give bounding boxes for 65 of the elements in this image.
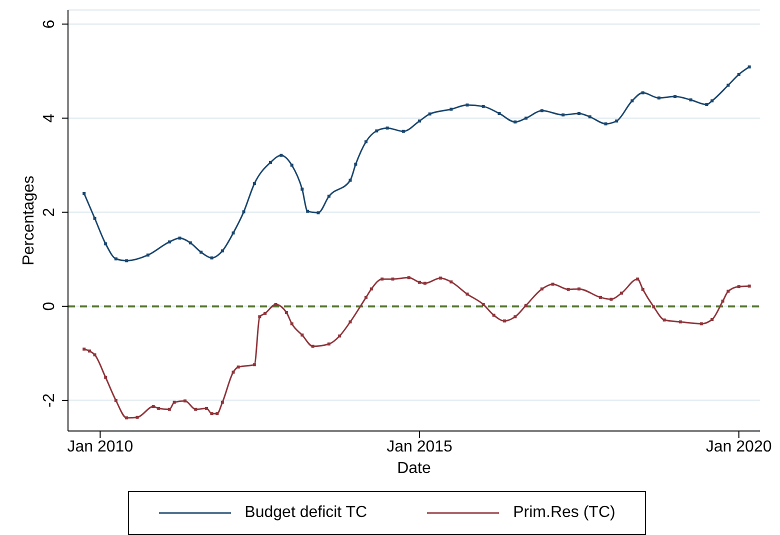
point <box>737 72 740 76</box>
point <box>418 120 422 123</box>
legend-label: Prim.Res (TC) <box>513 504 616 522</box>
point <box>280 154 283 157</box>
point <box>524 116 528 120</box>
x-tick-label: Jan 2015 <box>386 438 453 456</box>
point <box>93 216 96 220</box>
point <box>232 231 235 234</box>
y-tick-label: 6 <box>41 20 58 29</box>
point <box>300 188 304 191</box>
point <box>146 254 150 257</box>
point <box>82 192 86 195</box>
point <box>498 112 501 115</box>
point <box>726 84 730 87</box>
line-series <box>82 65 751 262</box>
point <box>641 91 644 94</box>
legend-label: Budget deficit TC <box>244 504 368 522</box>
point <box>482 104 485 108</box>
point <box>615 120 618 123</box>
point <box>354 162 358 166</box>
y-axis-title: Percentages <box>20 176 38 266</box>
point <box>466 104 469 107</box>
x-tick-label: Jan 2010 <box>67 438 134 456</box>
point <box>188 241 192 244</box>
point <box>604 122 608 126</box>
point <box>178 236 182 240</box>
point <box>657 96 660 100</box>
point <box>588 115 592 118</box>
point <box>514 120 517 124</box>
point <box>710 99 714 102</box>
y-tick-label: 4 <box>41 114 58 123</box>
point <box>450 108 453 111</box>
point <box>210 256 214 260</box>
point <box>689 98 692 102</box>
point <box>125 259 128 262</box>
point <box>104 242 108 246</box>
point <box>290 164 294 167</box>
point <box>705 103 708 106</box>
point <box>252 182 256 186</box>
point <box>578 112 580 115</box>
point <box>269 160 272 164</box>
point <box>168 240 171 244</box>
point <box>242 210 246 214</box>
point <box>674 95 677 98</box>
x-axis-title: Date <box>397 460 431 477</box>
point <box>375 129 378 132</box>
point <box>348 178 352 182</box>
point <box>428 112 432 116</box>
point <box>540 109 544 112</box>
point <box>748 65 751 68</box>
point <box>200 250 203 254</box>
point <box>220 249 224 252</box>
point <box>562 113 565 116</box>
point <box>306 210 310 213</box>
x-tick-label: Jan 2020 <box>706 438 772 456</box>
y-tick-label: 0 <box>41 302 58 311</box>
point <box>402 130 405 133</box>
point <box>630 99 634 102</box>
y-tick-label: 2 <box>41 208 58 217</box>
point <box>327 194 330 198</box>
point <box>386 126 389 130</box>
point <box>114 257 118 260</box>
point <box>364 140 368 144</box>
point <box>316 211 320 214</box>
y-tick-label: -2 <box>41 393 58 408</box>
